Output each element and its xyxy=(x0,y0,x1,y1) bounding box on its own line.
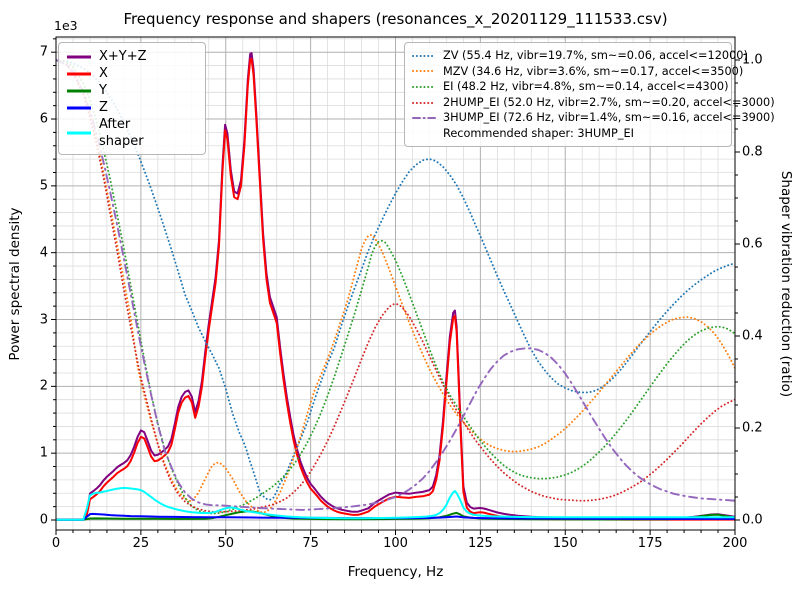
x-tick-0: 0 xyxy=(51,536,61,551)
axis-ticks xyxy=(51,38,740,535)
legend-swatch-solid xyxy=(67,131,91,135)
x-tick-25: 25 xyxy=(132,536,150,551)
x-tick-200: 200 xyxy=(722,536,748,551)
series-2hump_ei xyxy=(56,59,735,513)
legend-right-item-0: ZV (55.4 Hz, vibr=19.7%, sm~=0.06, accel… xyxy=(412,48,748,64)
y-left-tick-3: 3 xyxy=(39,312,48,327)
series-mzv xyxy=(56,59,735,514)
legend-left-label-1: X xyxy=(99,66,108,81)
x-tick-100: 100 xyxy=(383,536,408,551)
legend-swatch-dotted xyxy=(412,70,436,73)
legend-swatch-dashdot xyxy=(412,117,436,120)
y-left-tick-1: 1 xyxy=(39,445,48,461)
x-tick-150: 150 xyxy=(552,536,578,551)
y-axis-offset-label: 1e3 xyxy=(54,18,78,33)
legend-right-item-1: MZV (34.6 Hz, vibr=3.6%, sm~=0.17, accel… xyxy=(412,64,743,80)
y-right-tick-0.4: 0.4 xyxy=(742,328,763,344)
legend-left-item-4: After shaper xyxy=(66,116,197,150)
series-after-shaper xyxy=(56,486,735,521)
legend-swatch-solid xyxy=(67,106,91,109)
y-left-tick-4: 4 xyxy=(39,245,48,261)
x-tick-75: 75 xyxy=(302,536,319,551)
legend-right-label-3: 2HUMP_EI (52.0 Hz, vibr=2.7%, sm~=0.20, … xyxy=(443,95,775,109)
chart-title: Frequency response and shapers (resonanc… xyxy=(123,10,668,28)
series-zv xyxy=(56,59,735,501)
legend-swatch-solid xyxy=(67,89,91,92)
legend-left-item-0: X+Y+Z xyxy=(66,48,197,65)
legend-right-label-4: 3HUMP_EI (72.6 Hz, vibr=1.4%, sm~=0.16, … xyxy=(443,111,775,125)
legend-left-item-2: Y xyxy=(66,82,197,99)
x-tick-175: 175 xyxy=(637,536,663,551)
y-right-tick-0.6: 0.6 xyxy=(742,236,763,252)
legend-swatch-none xyxy=(412,131,436,137)
y-left-tick-7: 7 xyxy=(39,44,48,60)
legend-right-item-4: 3HUMP_EI (72.6 Hz, vibr=1.4%, sm~=0.16, … xyxy=(412,110,775,126)
x-tick-50: 50 xyxy=(217,536,235,551)
legend-left-label-3: Z xyxy=(99,100,108,115)
y-left-tick-6: 6 xyxy=(39,111,48,127)
legend-swatch-dotted xyxy=(412,85,436,88)
legend-left-label-2: Y xyxy=(99,83,107,98)
legend-swatch-solid xyxy=(67,55,91,58)
y-right-tick-0.8: 0.8 xyxy=(742,144,763,160)
legend-swatch-dotted xyxy=(412,54,436,57)
legend-right-item-3: 2HUMP_EI (52.0 Hz, vibr=2.7%, sm~=0.20, … xyxy=(412,95,775,111)
x-axis-label: Frequency, Hz xyxy=(347,564,444,580)
y-left-tick-5: 5 xyxy=(39,178,48,194)
legend-left-label-0: X+Y+Z xyxy=(99,49,147,64)
x-tick-125: 125 xyxy=(467,536,493,551)
y-axis-right-label: Shaper vibration reduction (ratio) xyxy=(778,170,794,398)
legend-left-label-4: After shaper xyxy=(99,117,144,149)
y-right-tick-1.0: 1.0 xyxy=(742,52,763,68)
legend-left-item-1: X xyxy=(66,65,197,82)
legend-right-label-0: ZV (55.4 Hz, vibr=19.7%, sm~=0.06, accel… xyxy=(443,49,748,62)
series-x+y+z xyxy=(56,52,735,521)
legend-psd-sources: X+Y+Z X Y Z After shaper xyxy=(58,42,206,155)
legend-right-label-1: MZV (34.6 Hz, vibr=3.6%, sm~=0.17, accel… xyxy=(443,64,744,78)
legend-right-item-5: Recommended shaper: 3HUMP_EI xyxy=(412,126,723,142)
legend-right-item-2: EI (48.2 Hz, vibr=4.8%, sm~=0.14, accel<… xyxy=(412,79,728,95)
legend-swatch-dotted xyxy=(412,101,436,104)
y-left-tick-0: 0 xyxy=(39,512,48,528)
y-axis-left-label: Power spectral density xyxy=(7,207,23,361)
series-curves xyxy=(56,52,735,521)
legend-shapers: ZV (55.4 Hz, vibr=19.7%, sm~=0.06, accel… xyxy=(404,42,775,147)
y-right-tick-0.2: 0.2 xyxy=(742,420,763,436)
series-x xyxy=(56,57,735,521)
legend-right-label-5: Recommended shaper: 3HUMP_EI xyxy=(443,126,634,140)
y-right-tick-0.0: 0.0 xyxy=(742,512,763,528)
legend-right-label-2: EI (48.2 Hz, vibr=4.8%, sm~=0.14, accel<… xyxy=(443,80,729,94)
y-left-tick-2: 2 xyxy=(39,378,48,394)
series-3hump_ei xyxy=(56,59,735,511)
legend-left-item-3: Z xyxy=(66,99,197,116)
legend-swatch-solid xyxy=(67,72,91,75)
